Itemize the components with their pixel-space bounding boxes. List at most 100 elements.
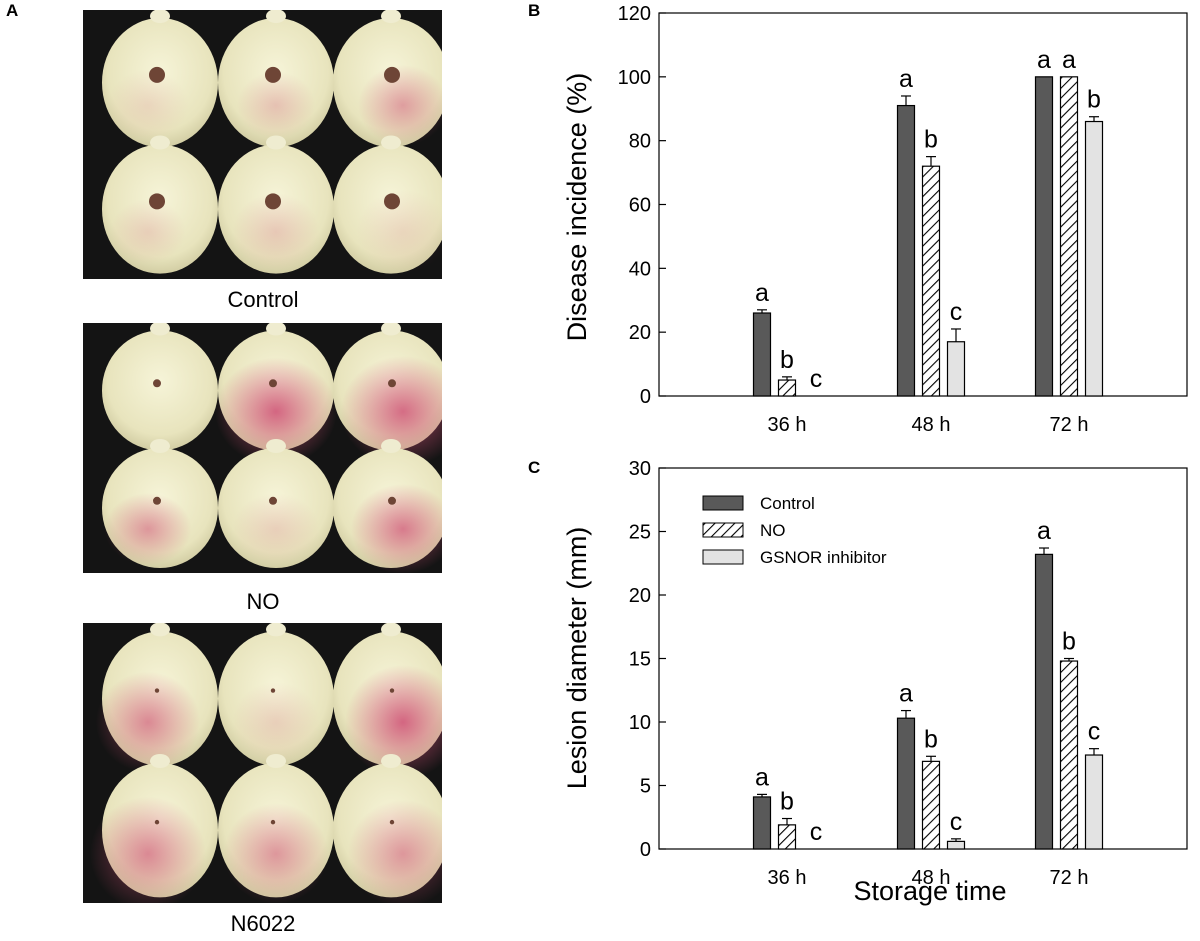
legend: Control NO GSNOR inhibitor bbox=[702, 494, 887, 567]
fruit bbox=[333, 439, 442, 573]
y-tick-label: 0 bbox=[640, 386, 651, 408]
significance-letter: b bbox=[1087, 86, 1101, 114]
bar-no bbox=[1059, 660, 1079, 850]
lesion-spot bbox=[270, 688, 276, 693]
photo-caption-n6022: N6022 bbox=[231, 911, 296, 936]
photo-caption-control: Control bbox=[228, 287, 299, 312]
x-tick-label: 72 h bbox=[1050, 414, 1089, 436]
legend-swatch-control bbox=[702, 495, 744, 511]
lesion-spot bbox=[153, 496, 161, 505]
significance-letter: b bbox=[780, 788, 794, 816]
significance-letter: a bbox=[899, 65, 913, 93]
fruit-photo-n6022 bbox=[83, 623, 442, 903]
photo-caption-no: NO bbox=[247, 589, 280, 614]
bar-control bbox=[1034, 553, 1054, 850]
panel-label-c: C bbox=[528, 458, 540, 477]
significance-letter: b bbox=[924, 725, 938, 753]
lesion-spot bbox=[270, 819, 276, 825]
bar-no bbox=[921, 165, 941, 397]
x-axis-label-c: Storage time bbox=[853, 876, 1006, 906]
significance-letter: b bbox=[780, 346, 794, 374]
x-tick-label: 72 h bbox=[1050, 867, 1089, 889]
fruit bbox=[102, 135, 218, 274]
lesion-spot bbox=[153, 379, 161, 388]
fruit bbox=[102, 439, 218, 568]
panel-label-b: B bbox=[528, 1, 540, 20]
y-tick-label: 10 bbox=[629, 712, 651, 734]
lesion-spot bbox=[265, 66, 281, 83]
y-tick-label: 100 bbox=[618, 67, 651, 89]
lesion-spot bbox=[269, 379, 277, 388]
significance-letter: a bbox=[1062, 46, 1076, 74]
significance-letter: b bbox=[1062, 628, 1076, 656]
x-tick-label: 36 h bbox=[768, 414, 807, 436]
y-tick-label: 80 bbox=[629, 131, 651, 153]
panel-label-a: A bbox=[6, 1, 18, 20]
y-tick-label: 5 bbox=[640, 776, 651, 798]
legend-label-no: NO bbox=[760, 521, 786, 540]
legend-label-control: Control bbox=[760, 494, 815, 513]
significance-letter: b bbox=[924, 126, 938, 154]
bar-control bbox=[752, 796, 772, 850]
bar-control bbox=[752, 312, 772, 397]
lesion-spot bbox=[154, 819, 160, 825]
y-tick-label: 30 bbox=[629, 458, 651, 480]
x-tick-label: 48 h bbox=[912, 867, 951, 889]
lesion-spot bbox=[149, 193, 165, 210]
significance-letter: c bbox=[950, 808, 963, 836]
x-tick-label: 36 h bbox=[768, 867, 807, 889]
lesion-spot bbox=[269, 496, 277, 505]
fruit bbox=[333, 135, 442, 274]
fruit bbox=[333, 623, 442, 780]
fruit bbox=[90, 754, 218, 903]
y-tick-label: 60 bbox=[629, 195, 651, 217]
fruit bbox=[218, 754, 334, 903]
fruit bbox=[218, 135, 334, 274]
fruit-photo-control bbox=[83, 10, 442, 279]
lesion-spot bbox=[265, 193, 281, 210]
y-tick-label: 20 bbox=[629, 585, 651, 607]
bar-control bbox=[896, 104, 916, 397]
fruit bbox=[333, 10, 442, 148]
lesion-spot bbox=[389, 819, 395, 825]
significance-letter: a bbox=[899, 680, 913, 708]
bar-control bbox=[896, 717, 916, 850]
fruit bbox=[218, 623, 334, 766]
y-tick-label: 40 bbox=[629, 258, 651, 280]
bar-gsnor-inhibitor bbox=[946, 341, 966, 397]
bar-gsnor-inhibitor bbox=[1084, 120, 1104, 397]
y-tick-label: 120 bbox=[618, 3, 651, 25]
significance-letter: c bbox=[950, 298, 963, 326]
x-tick-label: 48 h bbox=[912, 414, 951, 436]
bar-no bbox=[777, 379, 797, 397]
panel-a: A Control NO N6022 bbox=[6, 1, 442, 936]
fruit bbox=[215, 323, 337, 466]
fruit bbox=[218, 439, 334, 568]
bar-gsnor-inhibitor bbox=[1084, 754, 1104, 850]
legend-swatch-no bbox=[702, 522, 744, 538]
fruit bbox=[333, 323, 442, 467]
bar-gsnor-inhibitor bbox=[946, 840, 966, 850]
significance-letter: a bbox=[1037, 46, 1051, 74]
lesion-spot bbox=[384, 193, 400, 210]
fruit bbox=[102, 323, 218, 451]
significance-letter: c bbox=[810, 365, 823, 393]
fruit bbox=[218, 10, 334, 148]
lesion-spot bbox=[388, 496, 396, 505]
fruit bbox=[102, 10, 218, 148]
significance-letter: c bbox=[810, 818, 823, 846]
significance-letter: c bbox=[1088, 718, 1101, 746]
lesion-spot bbox=[389, 688, 395, 693]
lesion-spot bbox=[388, 379, 396, 388]
significance-letter: a bbox=[755, 279, 769, 307]
lesion-spot bbox=[149, 66, 165, 83]
lesion-spot bbox=[154, 688, 160, 693]
bar-no bbox=[1059, 76, 1079, 397]
y-tick-label: 15 bbox=[629, 649, 651, 671]
y-axis-label-c: Lesion diameter (mm) bbox=[562, 527, 592, 790]
legend-swatch-gsnor bbox=[702, 549, 744, 565]
